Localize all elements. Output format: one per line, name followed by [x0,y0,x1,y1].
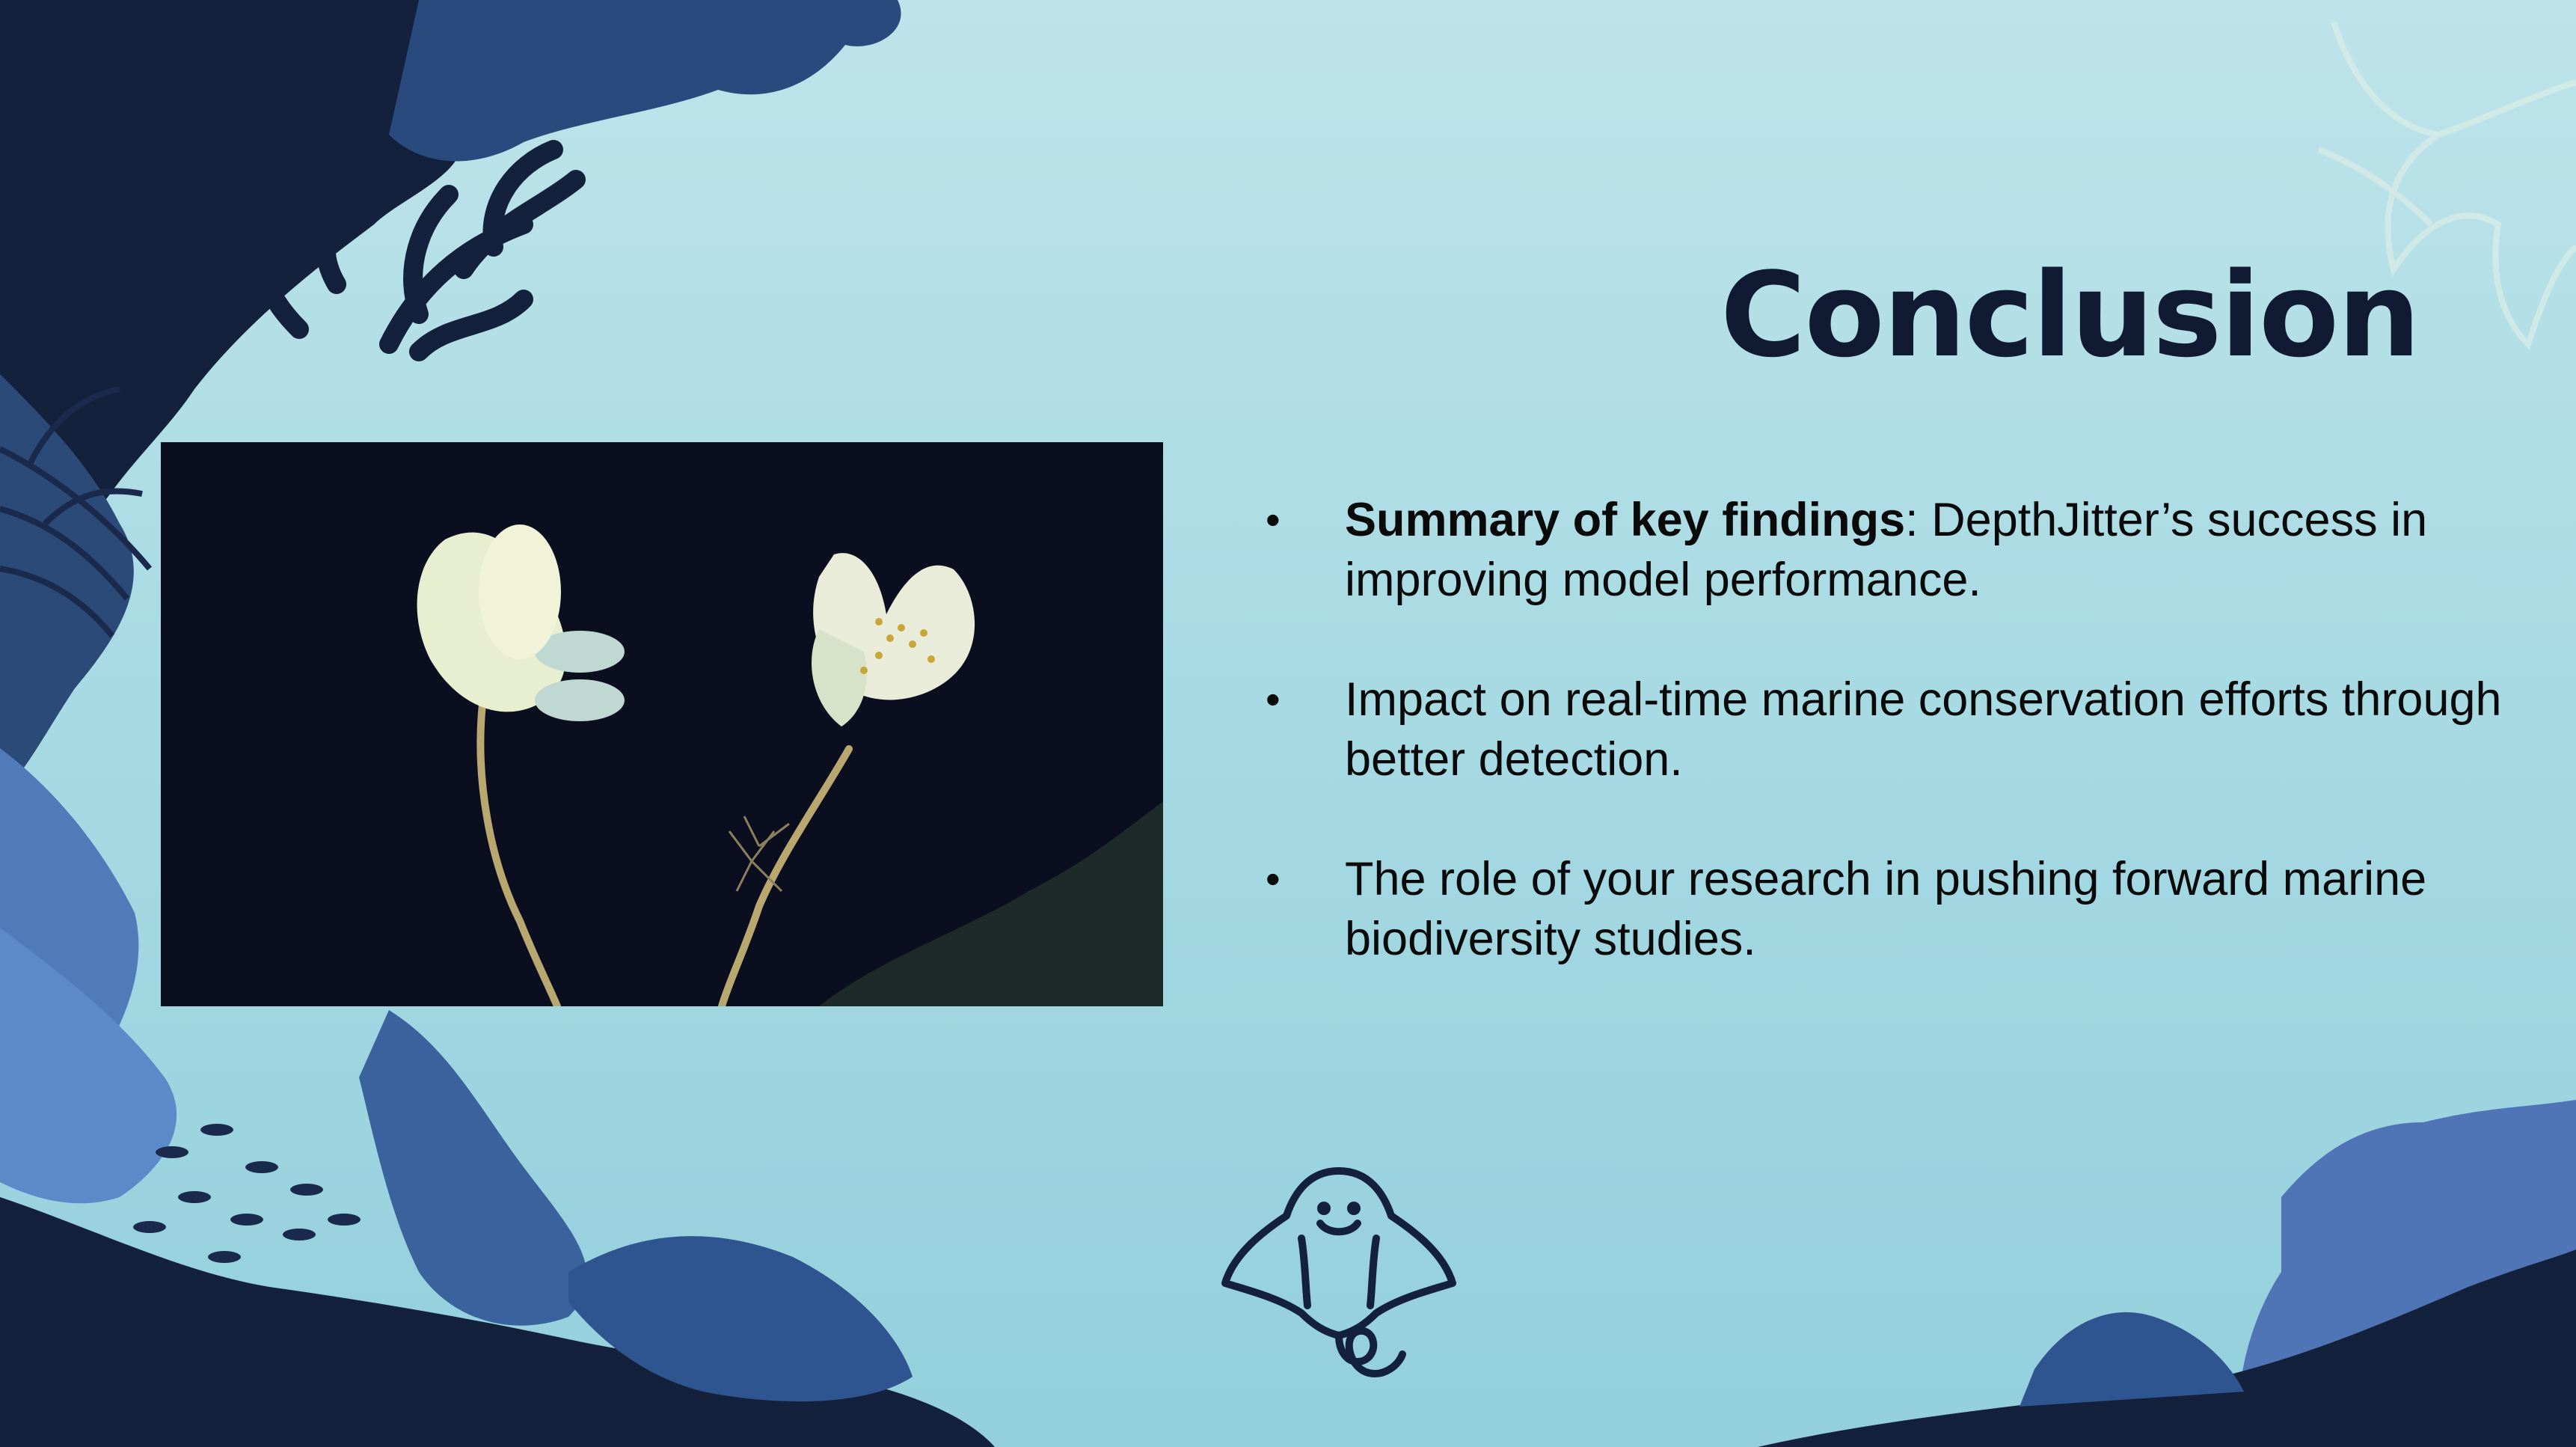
bottom-mid-reef [568,1236,913,1402]
bottom-left-light-reef [0,928,177,1204]
starfish-outline [2317,21,2576,350]
rock-slope [819,801,1163,1006]
stalks [476,700,853,1006]
bullet-item-findings: • Summary of key findings: DepthJitter’s… [1257,490,2513,610]
sea-fan [0,386,153,638]
slide-title: Conclusion [1720,247,2420,383]
manta-ray-icon [1221,1167,1456,1377]
sponge-left [417,524,625,721]
bottom-right-mid-reef [2020,1312,2244,1407]
bullet-glyph: • [1266,676,1281,723]
upper-blue-reef [389,0,901,162]
left-mid-blue-reef [0,374,134,793]
bullet-list: • Summary of key findings: DepthJitter’s… [1257,490,2513,1029]
bottom-left-mid-reef [359,1010,587,1326]
bullet-text: : DepthJitter’s success in improving mod… [1345,494,2428,606]
sponge-right [812,553,975,726]
branch-coral [254,140,586,361]
fish-school [133,1124,361,1263]
sea-creature-photo [161,442,1163,1006]
bullet-bold-label: Summary of key findings [1345,494,1906,546]
bullet-text: Impact on real-time marine conservation … [1345,673,2502,786]
bullet-text: The role of your research in pushing for… [1345,853,2427,965]
bullet-item-research-role: • The role of your research in pushing f… [1257,849,2513,969]
bullet-glyph: • [1266,855,1281,902]
bullet-item-impact: • Impact on real-time marine conservatio… [1257,670,2513,789]
bullet-glyph: • [1266,496,1281,543]
hydroid-tuft [728,816,790,893]
bottom-right-seabed [1758,1249,2576,1447]
